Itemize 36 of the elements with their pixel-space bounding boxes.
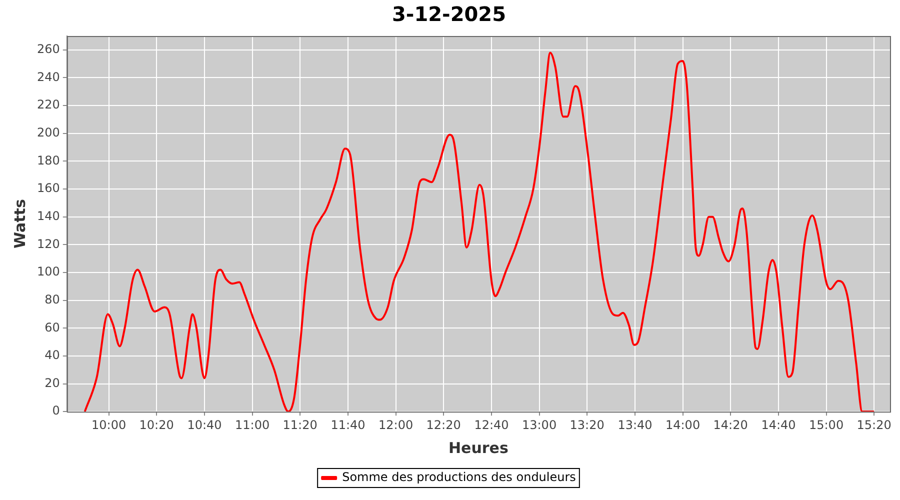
- y-tick-label: 120: [37, 236, 60, 251]
- x-tick-label: 11:20: [282, 418, 318, 432]
- x-tick-label: 12:20: [426, 418, 461, 432]
- x-tick-label: 12:00: [378, 418, 414, 432]
- x-tick-label: 14:20: [713, 418, 748, 432]
- line-series: [84, 52, 876, 412]
- y-tick-label: 200: [37, 126, 60, 140]
- chart-title: 3-12-2025: [392, 2, 506, 26]
- x-tick-label: 15:00: [808, 418, 844, 432]
- x-tick-label: 10:20: [139, 418, 174, 432]
- x-tick-label: 15:20: [856, 418, 892, 432]
- x-tick-label: 13:00: [522, 418, 557, 432]
- y-tick-label: 20: [44, 376, 60, 390]
- x-tick-label: 12:40: [474, 418, 509, 432]
- x-tick-label: 13:40: [618, 418, 652, 432]
- x-tick-label: 10:00: [92, 418, 126, 432]
- y-tick-label: 60: [44, 320, 60, 334]
- x-tick-label: 10:40: [187, 418, 222, 432]
- y-tick-label: 240: [37, 70, 60, 84]
- y-axis-title: Watts: [10, 199, 29, 249]
- y-tick-label: 80: [44, 292, 60, 306]
- legend-label: Somme des productions des onduleurs: [342, 470, 576, 484]
- x-tick-label: 14:00: [665, 418, 700, 432]
- y-tick-label: 40: [44, 348, 60, 362]
- x-axis-title: Heures: [448, 438, 508, 457]
- y-tick-label: 0: [52, 404, 60, 418]
- y-tick-label: 180: [37, 153, 60, 168]
- y-tick-label: 160: [37, 181, 60, 196]
- y-tick-label: 100: [37, 264, 60, 279]
- y-tick-label: 140: [37, 208, 60, 223]
- x-tick-label: 11:40: [330, 418, 366, 432]
- x-tick-label: 11:00: [235, 418, 270, 432]
- y-tick-label: 220: [37, 98, 60, 112]
- x-tick-label: 14:40: [761, 418, 796, 432]
- y-tick-label: 260: [37, 42, 60, 56]
- x-tick-label: 13:20: [570, 418, 604, 432]
